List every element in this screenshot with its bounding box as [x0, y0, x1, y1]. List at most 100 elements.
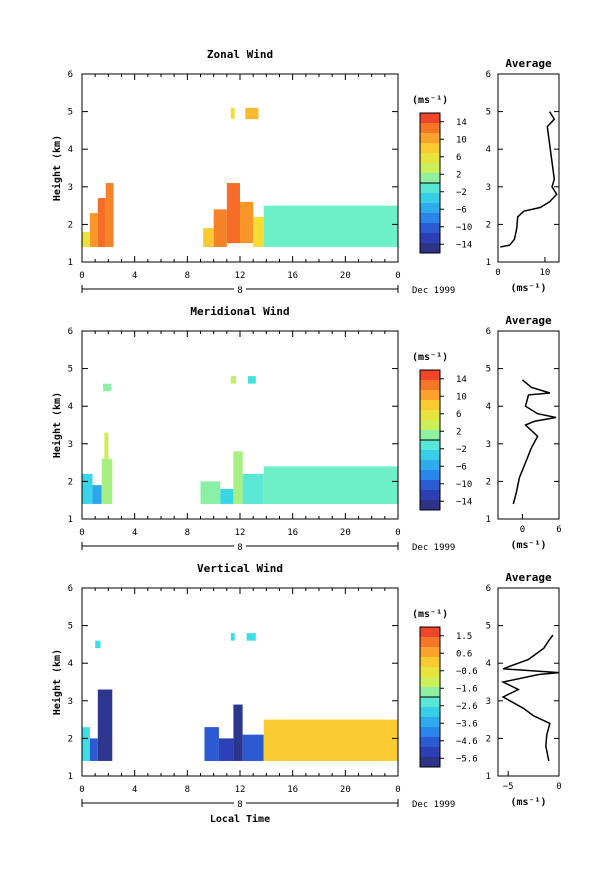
panel-title: Vertical Wind — [197, 562, 283, 575]
heatmap-cell — [105, 183, 114, 247]
average-x-tick-label: 0 — [520, 525, 525, 535]
average-y-tick-label: 3 — [486, 440, 491, 450]
heatmap-cell — [263, 719, 398, 761]
colorbar-tick-label: 14 — [456, 118, 467, 128]
colorbar-segment — [420, 707, 440, 718]
average-y-tick-label: 6 — [486, 327, 491, 337]
average-profile-line — [512, 379, 557, 505]
colorbar-segment — [420, 400, 440, 411]
heatmap-cell — [246, 633, 256, 641]
average-y-tick-label: 3 — [486, 183, 491, 193]
heatmap-cell — [204, 727, 219, 761]
heatmap-cell — [242, 473, 264, 504]
colorbar-segment — [420, 667, 440, 678]
average-x-tick-label: 0 — [495, 268, 500, 278]
average-x-tick-label: 6 — [556, 525, 561, 535]
heatmap-cell — [263, 205, 398, 247]
average-y-tick-label: 5 — [486, 365, 491, 375]
colorbar-segment — [420, 747, 440, 758]
colorbar-tick-label: 14 — [456, 375, 467, 385]
average-profile-line — [500, 634, 560, 762]
average-y-tick-label: 2 — [486, 734, 491, 744]
colorbar-segment — [420, 647, 440, 658]
x-axis-label: Local Time — [210, 813, 270, 825]
colorbar-segment — [420, 480, 440, 491]
average-frame — [497, 73, 560, 263]
colorbar-tick-label: 1.5 — [456, 632, 472, 642]
colorbar-segment — [420, 243, 440, 254]
heatmap-cell — [203, 228, 214, 247]
y-tick-label: 4 — [68, 659, 73, 669]
average-x-tick-label: −5 — [503, 782, 514, 792]
heatmap-cell — [218, 738, 234, 761]
average-profile-line — [500, 111, 558, 248]
colorbar-tick-label: −14 — [456, 240, 472, 250]
y-tick-label: 5 — [68, 108, 73, 118]
colorbar-segment — [420, 173, 440, 184]
colorbar-label: (ms⁻¹) — [412, 95, 448, 106]
heatmap-cell — [230, 107, 235, 120]
x-tick-label: 12 — [235, 785, 246, 795]
day-label-bg — [234, 542, 246, 551]
day-label: 8 — [237, 800, 242, 810]
colorbar-tick-label: 10 — [456, 392, 467, 402]
colorbar-segment — [420, 657, 440, 668]
day-label-bg — [234, 285, 246, 294]
colorbar-segment — [420, 233, 440, 244]
colorbar-segment — [420, 727, 440, 738]
average-y-tick-label: 2 — [486, 477, 491, 487]
x-tick-label: 16 — [287, 271, 298, 281]
x-tick-label: 16 — [287, 528, 298, 538]
x-tick-label: 0 — [395, 271, 400, 281]
colorbar-tick-label: 0.6 — [456, 649, 472, 659]
y-tick-label: 2 — [68, 477, 73, 487]
heatmap-cell — [82, 727, 90, 761]
colorbar-segment — [420, 410, 440, 421]
colorbar-tick-label: −2 — [456, 445, 467, 455]
colorbar-segment — [420, 143, 440, 154]
colorbar-segment — [420, 123, 440, 134]
x-tick-label: 8 — [185, 528, 190, 538]
average-x-tick-label: 0 — [556, 782, 561, 792]
colorbar-tick-label: −14 — [456, 497, 472, 507]
y-tick-label: 1 — [68, 772, 73, 782]
x-tick-label: 4 — [132, 271, 137, 281]
heatmap-cell — [213, 209, 227, 247]
y-tick-label: 6 — [68, 327, 73, 337]
y-tick-label: 2 — [68, 734, 73, 744]
x-tick-label: 0 — [395, 528, 400, 538]
colorbar-segment — [420, 370, 440, 381]
y-axis-label: Height (km) — [51, 135, 63, 201]
colorbar-segment — [420, 380, 440, 391]
average-frame — [497, 587, 560, 777]
colorbar-label: (ms⁻¹) — [412, 352, 448, 363]
colorbar-tick-label: 10 — [456, 135, 467, 145]
heatmap-cell — [104, 432, 109, 459]
heatmap-cell — [245, 107, 259, 120]
heatmap-cell — [263, 466, 398, 504]
colorbar-tick-label: −2.6 — [456, 702, 478, 712]
average-y-tick-label: 6 — [486, 70, 491, 80]
x-tick-label: 0 — [395, 785, 400, 795]
y-tick-label: 6 — [68, 70, 73, 80]
colorbar-tick-label: −1.6 — [456, 684, 478, 694]
heatmap-cell — [247, 376, 256, 384]
average-y-tick-label: 1 — [486, 258, 491, 268]
x-tick-label: 0 — [79, 785, 84, 795]
y-tick-label: 3 — [68, 183, 73, 193]
y-tick-label: 3 — [68, 440, 73, 450]
y-axis-label: Height (km) — [51, 649, 63, 715]
y-axis-label: Height (km) — [51, 392, 63, 458]
x-tick-label: 0 — [79, 271, 84, 281]
x-tick-label: 20 — [340, 271, 351, 281]
colorbar-label: (ms⁻¹) — [412, 609, 448, 620]
colorbar-tick-label: −4.6 — [456, 737, 478, 747]
colorbar-segment — [420, 637, 440, 648]
x-tick-label: 8 — [185, 271, 190, 281]
colorbar-tick-label: 2 — [456, 170, 461, 180]
y-tick-label: 4 — [68, 402, 73, 412]
colorbar-segment — [420, 183, 440, 194]
date-label: Dec 1999 — [412, 286, 455, 296]
heatmap-cell — [253, 216, 264, 247]
colorbar-segment — [420, 677, 440, 688]
